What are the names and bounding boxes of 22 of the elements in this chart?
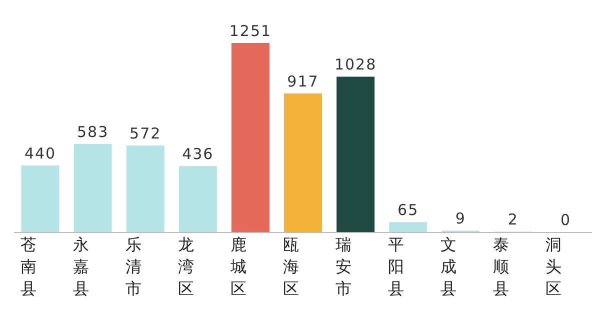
x-tick-label: 乐清市 — [125, 235, 142, 298]
data-label: 1251 — [229, 22, 272, 40]
x-tick-label: 龙湾区 — [178, 235, 194, 298]
x-tick-label: 泰顺县 — [493, 235, 510, 298]
data-label: 2 — [508, 210, 518, 229]
data-label: 1028 — [334, 56, 377, 74]
x-tick-label: 苍南县 — [20, 235, 36, 298]
data-label: 572 — [130, 124, 162, 143]
x-tick-label: 平阳县 — [388, 235, 404, 298]
data-label: 440 — [24, 144, 56, 163]
x-tick-label: 瓯海区 — [283, 235, 299, 298]
x-tick-label: 洞头区 — [546, 235, 562, 298]
x-tick-label: 文成县 — [440, 235, 457, 298]
data-label: 9 — [455, 210, 466, 228]
data-label: 917 — [287, 72, 319, 90]
data-label: 65 — [398, 201, 419, 220]
data-label: 436 — [182, 145, 214, 164]
data-label: 583 — [77, 122, 109, 141]
x-tick-label: 瑞安市 — [336, 235, 352, 298]
x-tick-label: 鹿城区 — [229, 235, 246, 298]
data-label: 0 — [560, 211, 571, 229]
x-tick-label: 永嘉县 — [72, 235, 89, 298]
